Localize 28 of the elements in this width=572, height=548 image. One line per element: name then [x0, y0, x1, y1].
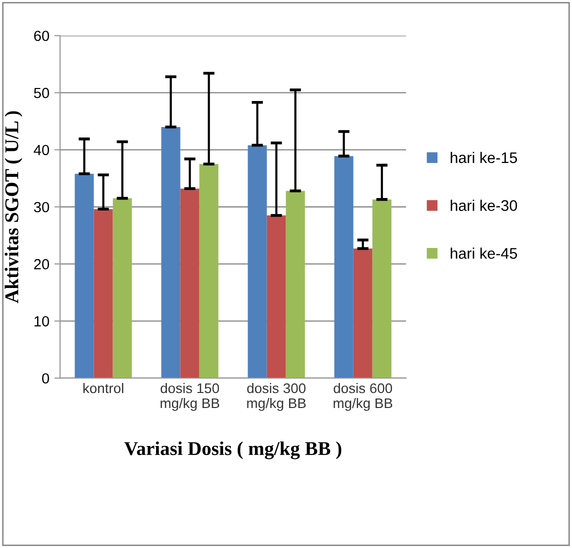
legend-label: hari ke-15	[450, 152, 518, 164]
x-tick-label: dosis 600 mg/kg BB	[334, 382, 392, 411]
x-tick-label: dosis 300 mg/kg BB	[247, 382, 306, 411]
bar	[266, 215, 286, 378]
y-tick-label: 30	[34, 202, 50, 212]
x-tick-label: kontrol	[83, 382, 124, 394]
y-tick-label: 40	[34, 144, 50, 156]
bar	[180, 188, 200, 378]
legend-label: hari ke-45	[450, 248, 518, 259]
legend-label: hari ke-30	[450, 200, 518, 211]
bar	[334, 156, 354, 378]
x-tick-label: dosis 150 mg/kg BB	[160, 382, 220, 411]
x-axis-title: Variasi Dosis ( mg/kg BB )	[124, 441, 342, 460]
y-axis-title: Aktivitas SGOT ( U/L )	[4, 111, 22, 304]
bar	[248, 145, 267, 378]
bar	[161, 126, 180, 378]
bar	[286, 190, 305, 378]
y-tick-label: 20	[34, 259, 50, 270]
bar	[74, 174, 94, 378]
bar	[372, 199, 392, 378]
y-tick-label: 0	[42, 373, 50, 384]
bar	[353, 248, 372, 378]
bar	[94, 209, 113, 378]
bar	[199, 164, 218, 378]
y-tick-label: 10	[34, 316, 50, 326]
y-tick-label: 60	[34, 30, 50, 42]
y-tick-label: 50	[34, 88, 50, 98]
bar	[112, 198, 132, 378]
